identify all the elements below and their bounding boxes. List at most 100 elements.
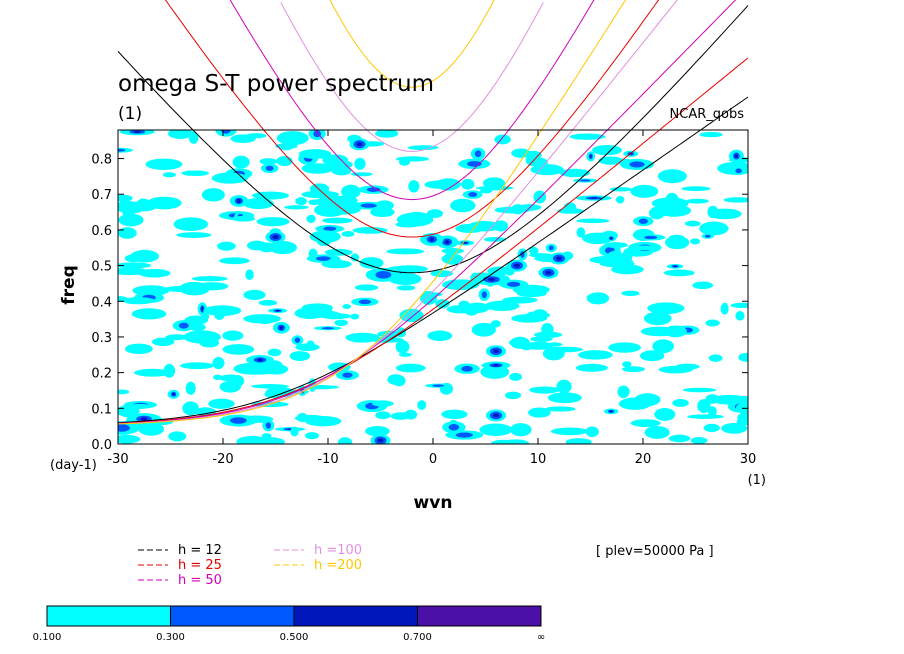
contour-blob (203, 305, 242, 316)
contour-blob (163, 363, 176, 378)
contour-blob (301, 190, 340, 199)
contour-blob (502, 439, 530, 444)
contour-blob (118, 213, 144, 227)
contour-blob (474, 150, 482, 158)
colorbar-label: 0.300 (156, 632, 185, 643)
legend-label: h = 12 (178, 543, 222, 558)
contour-blob (621, 290, 640, 297)
contour-blob (617, 385, 630, 399)
contour-blob (533, 331, 563, 338)
contour-blob (371, 400, 394, 407)
y-tick-label: 0.8 (91, 153, 112, 168)
contour-blob (352, 226, 388, 234)
contour-blob (630, 419, 661, 428)
contour-blob (576, 227, 586, 238)
contour-blob (461, 365, 473, 372)
contour-blob (544, 406, 576, 412)
contour-blob (590, 197, 598, 199)
y-tick-label: 0.1 (91, 402, 112, 417)
contour-blob (586, 292, 610, 305)
contour-blob (261, 433, 272, 439)
contour-blob (222, 344, 255, 355)
contour-blob (721, 422, 748, 434)
contour-blob (341, 184, 361, 199)
contour-blob (275, 309, 280, 312)
contour-blob (276, 131, 309, 146)
contour-blob (622, 366, 645, 373)
contour-blob (236, 435, 269, 444)
x-unit-label: (1) (748, 473, 766, 488)
contour-blob (350, 172, 373, 177)
contour-blob (180, 362, 215, 370)
contour-blob (528, 407, 551, 418)
contour-blob (455, 432, 473, 438)
y-tick-label: 0.3 (91, 331, 112, 346)
contour-blob (396, 285, 416, 291)
contour-blob (331, 166, 352, 176)
colorbar-label: 0.500 (280, 632, 309, 643)
contour-blob (217, 241, 236, 251)
contour-blob (316, 235, 332, 247)
contour-fill-layer (118, 130, 748, 444)
contour-blob (736, 418, 748, 426)
contour-blob (145, 158, 183, 170)
legend-label: h = 50 (178, 573, 222, 588)
contour-blob (196, 336, 205, 342)
y-axis-label: freq (59, 265, 79, 304)
contour-blob (294, 414, 327, 422)
dispersion-curve (117, 5, 749, 274)
contour-blob (212, 356, 225, 370)
contour-blob (565, 438, 592, 444)
contour-blob (118, 267, 149, 276)
contour-blob (557, 208, 584, 214)
contour-blob (185, 381, 196, 395)
contour-blob (610, 237, 613, 240)
contour-blob (609, 410, 613, 413)
contour-blob (140, 417, 148, 421)
contour-blob (738, 352, 748, 362)
contour-blob (435, 178, 461, 191)
contour-blob (450, 198, 476, 213)
contour-blob (480, 188, 493, 194)
contour-blob (408, 180, 420, 193)
contour-blob (493, 349, 499, 354)
contour-blob (237, 199, 241, 203)
contour-blob (471, 322, 496, 337)
contour-blob (639, 350, 665, 362)
contour-blob (267, 348, 282, 357)
contour-blob (342, 304, 351, 309)
contour-blob (332, 195, 358, 207)
contour-blob (168, 431, 187, 442)
contour-blob (131, 308, 167, 320)
contour-blob (608, 342, 641, 353)
contour-blob (321, 327, 335, 330)
contour-blob (426, 209, 443, 219)
contour-blob (191, 276, 228, 282)
contour-blob (393, 375, 406, 387)
contour-blob (548, 245, 554, 251)
contour-blob (134, 368, 172, 377)
contour-blob (484, 300, 520, 311)
contour-blob (708, 354, 723, 362)
contour-blob (529, 386, 560, 394)
contour-blob (556, 379, 572, 394)
contour-blob (221, 130, 231, 134)
contour-blob (441, 409, 468, 419)
contour-blob (151, 337, 175, 347)
contour-blob (690, 238, 701, 245)
dispersion-curve (164, 0, 660, 238)
contour-blob (258, 299, 278, 306)
contour-blob (295, 197, 307, 206)
contour-blob (664, 235, 690, 250)
contour-blob (305, 432, 320, 440)
contour-blob (532, 309, 548, 321)
contour-blob (264, 390, 283, 399)
contour-blob (181, 170, 210, 177)
dispersion-curve (117, 0, 627, 425)
contour-blob (441, 253, 464, 265)
contour-blob (377, 438, 384, 443)
contour-blob (118, 389, 130, 395)
chart-subtitle: (1) (118, 104, 142, 124)
contour-blob (704, 234, 711, 238)
